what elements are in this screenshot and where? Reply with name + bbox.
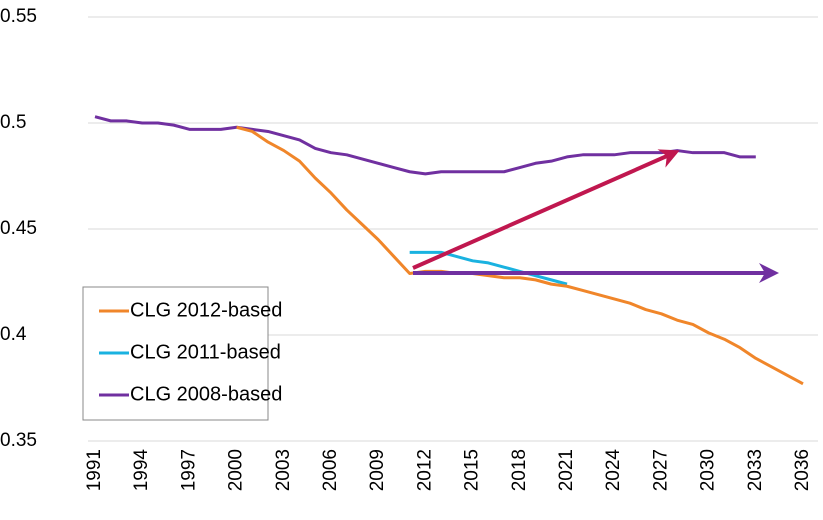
legend-label: CLG 2008-based [130, 383, 282, 405]
x-tick-label: 1997 [178, 449, 199, 491]
x-tick-label: 2000 [226, 449, 247, 491]
y-tick-label: 0.4 [0, 324, 27, 345]
y-tick-label: 0.45 [0, 218, 37, 239]
legend-label: CLG 2011-based [130, 341, 281, 363]
x-tick-label: 2033 [745, 449, 766, 491]
x-tick-label: 2015 [462, 449, 483, 491]
x-tick-label: 2012 [414, 449, 435, 491]
series-line [94, 115, 756, 176]
annotation-arrow [412, 149, 680, 270]
series-line [409, 250, 568, 286]
series-line [236, 125, 804, 386]
x-tick-label: 2003 [273, 449, 294, 491]
x-tick-label: 2006 [320, 449, 341, 491]
x-tick-label: 2024 [603, 449, 624, 492]
x-tick-label: 1991 [84, 449, 105, 491]
legend: CLG 2012-based CLG 2011-based CLG 2008-bas… [82, 286, 282, 421]
x-tick-label: 2009 [367, 449, 388, 491]
x-tick-label: 2036 [792, 449, 813, 491]
y-tick-label: 0.5 [0, 112, 26, 133]
x-tick-label: 2021 [556, 449, 577, 491]
x-tick-label: 2027 [650, 449, 671, 491]
legend-label: CLG 2012-based [130, 299, 282, 321]
lines [94, 115, 804, 386]
y-tick-label: 0.55 [0, 6, 37, 27]
x-tick-label: 2018 [509, 449, 530, 491]
x-tick-label: 2030 [698, 449, 719, 491]
x-tick-label: 1994 [131, 449, 152, 492]
y-tick-label: 0.35 [0, 430, 37, 451]
